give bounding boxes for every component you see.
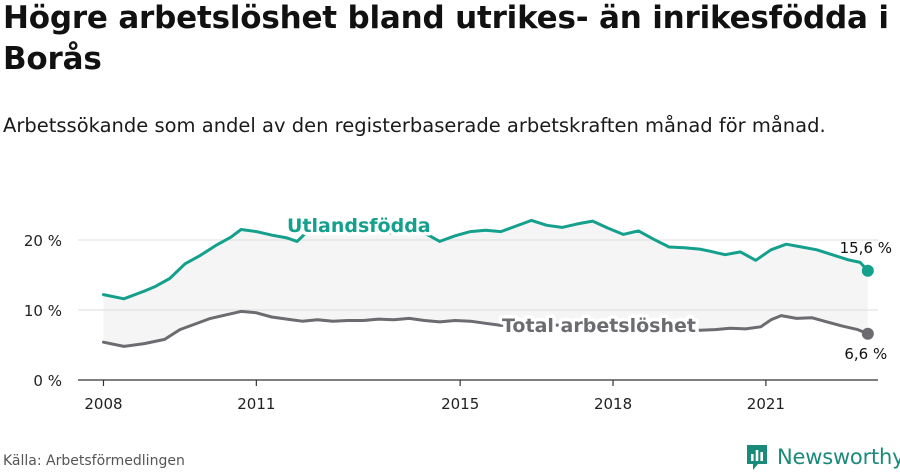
- chart-title: Högre arbetslöshet bland utrikes- än inr…: [3, 0, 889, 77]
- x-tick-label: 2021: [747, 395, 785, 413]
- brand-name: Newsworthy: [777, 445, 900, 469]
- y-tick-label: 20 %: [24, 232, 62, 250]
- brand-logo[interactable]: Newsworthy: [745, 443, 900, 471]
- y-tick-label: 0 %: [33, 372, 62, 390]
- x-tick-label: 2018: [594, 395, 632, 413]
- range-band-layer: [103, 220, 868, 347]
- source-note: Källa: Arbetsförmedlingen: [3, 453, 185, 469]
- gap-area-band: [103, 220, 868, 347]
- chart-subtitle: Arbetssökande som andel av den registerb…: [3, 114, 826, 137]
- series-label-utlandsfodda: Utlandsfödda: [287, 215, 431, 237]
- gridlines: [78, 239, 878, 311]
- end-label-utlandsfodda: 15,6 %: [840, 239, 892, 257]
- series-label-total: Total arbetslöshet: [502, 315, 696, 337]
- end-label-total: 6,6 %: [844, 345, 887, 363]
- end-point-marker: [861, 264, 874, 277]
- y-tick-label: 10 %: [24, 302, 62, 320]
- series-lines: [101, 218, 874, 348]
- line-total: [101, 309, 870, 348]
- x-tick-label: 2015: [441, 395, 479, 413]
- x-tick-label: 2011: [237, 395, 275, 413]
- end-point-marker: [861, 327, 874, 340]
- series-labels: Utlandsfödda Total arbetslöshet 15,6 % 6,6 …: [284, 212, 893, 363]
- line-utlandsfodda: [101, 218, 870, 301]
- newsworthy-logo-icon: [747, 445, 767, 470]
- x-tick-label: 2008: [84, 395, 122, 413]
- axes: 0 % 10 % 20 % 2008 2011 2015 2018 2021: [24, 232, 878, 413]
